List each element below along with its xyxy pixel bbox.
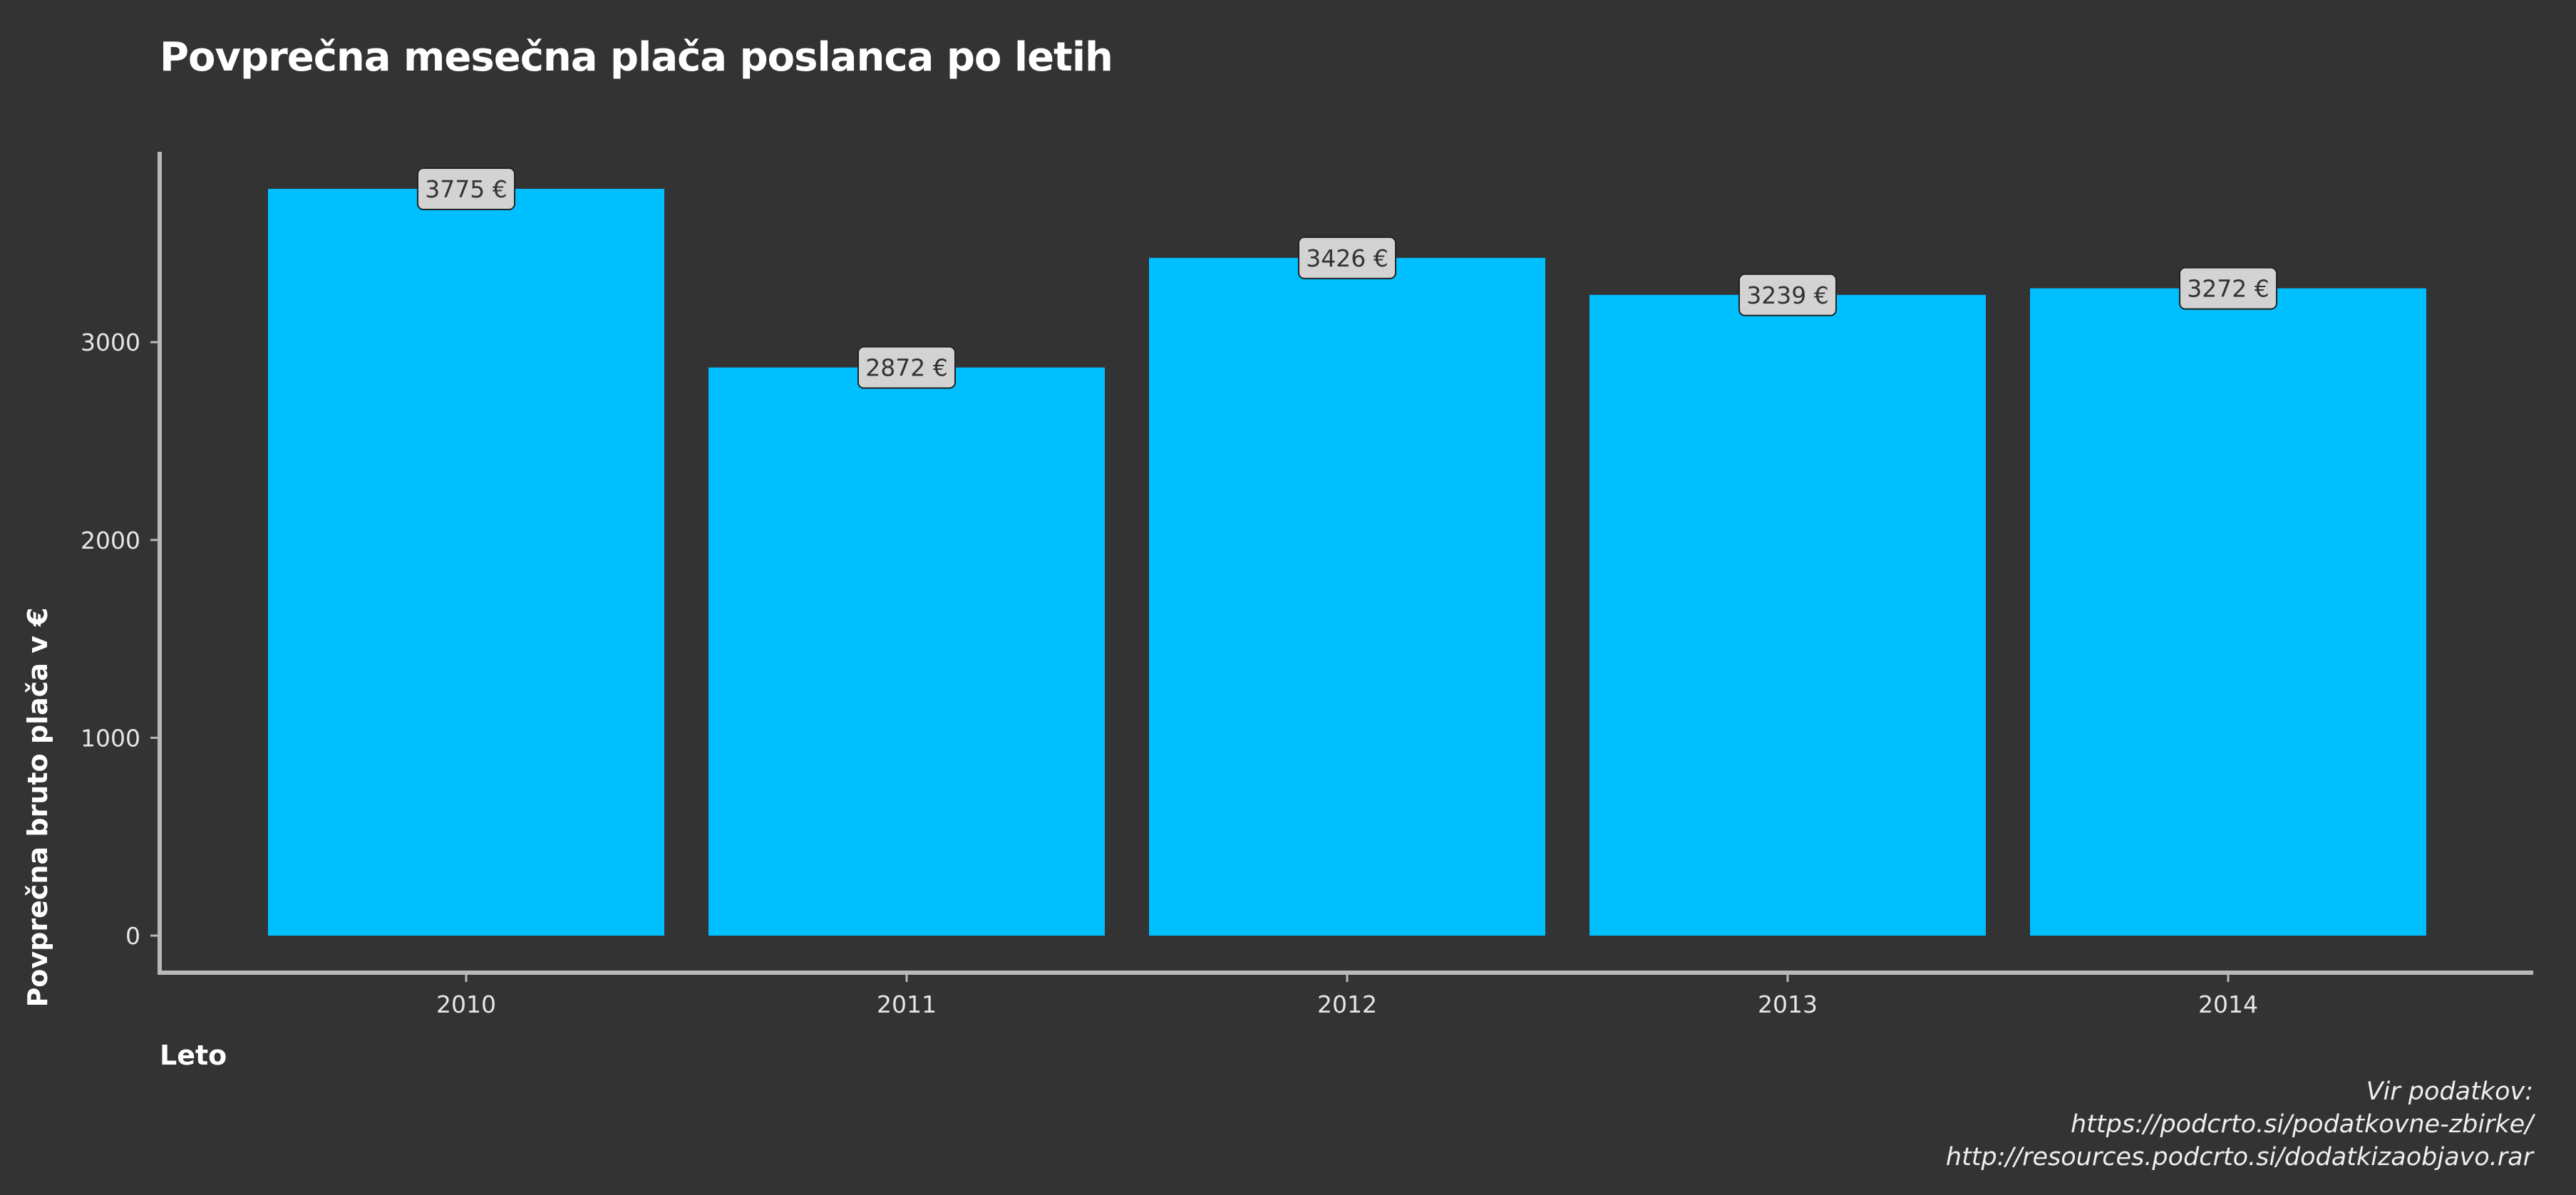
bar-2010 (268, 189, 664, 936)
chart-title: Povprečna mesečna plača poslanca po leti… (160, 34, 1113, 81)
axes-group: 2010 2011 2012 2013 2014 0 1000 2000 3000 Leto Pov… (22, 152, 2533, 1071)
bar-2012 (1149, 257, 1545, 936)
source-caption-line-3: http://resources.podcrto.si/dodatkizaobj… (1945, 1143, 2533, 1171)
data-label-box-2013 (1738, 273, 1837, 316)
data-label-2013: 3239 € (1746, 281, 1828, 309)
data-label-2012: 3426 € (1306, 244, 1388, 272)
y-tick-label-1000: 1000 (81, 724, 140, 752)
x-tick-label-2014: 2014 (2198, 990, 2258, 1018)
data-label-2010: 3775 € (425, 175, 507, 203)
x-tick-label-2011: 2011 (877, 990, 937, 1018)
y-tick-label-0: 0 (125, 922, 140, 950)
data-label-2011: 2872 € (865, 354, 947, 382)
source-caption-line-2: https://podcrto.si/podatkovne-zbirke/ (2070, 1110, 2533, 1139)
y-tick-label-3000: 3000 (81, 329, 140, 356)
data-label-2014: 3272 € (2187, 275, 2269, 303)
x-axis-title: Leto (160, 1040, 227, 1071)
data-label-box-2012 (1298, 236, 1396, 279)
data-label-box-2011 (857, 346, 956, 389)
bar-2011 (709, 367, 1105, 936)
data-labels-group: 3775 € 2872 € 3426 € 3239 € 3272 € (417, 167, 2277, 389)
data-label-box-2010 (417, 167, 515, 210)
x-tick-label-2010: 2010 (436, 990, 496, 1018)
bar-2013 (1590, 294, 1986, 936)
y-axis-title: Povprečna bruto plača v € (22, 607, 53, 1007)
x-tick-label-2012: 2012 (1317, 990, 1377, 1018)
y-tick-label-2000: 2000 (81, 527, 140, 554)
bars-group (268, 189, 2426, 936)
x-tick-label-2013: 2013 (1758, 990, 1818, 1018)
data-label-box-2014 (2179, 267, 2277, 310)
source-caption-line-1: Vir podatkov: (2366, 1077, 2533, 1106)
bar-2014 (2030, 288, 2426, 936)
